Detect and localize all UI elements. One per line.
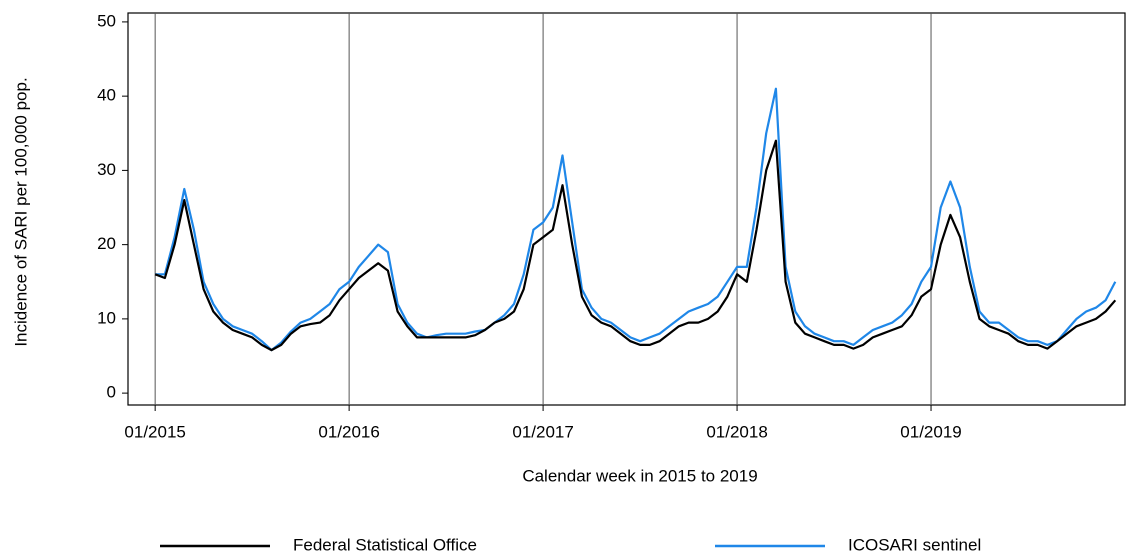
- x-tick-label: 01/2019: [900, 422, 961, 441]
- legend-label: Federal Statistical Office: [293, 535, 477, 554]
- x-tick-label: 01/2018: [706, 422, 767, 441]
- x-tick-label: 01/2015: [124, 422, 185, 441]
- series-line: [155, 87, 1117, 352]
- y-tick-label: 30: [97, 160, 116, 179]
- x-tick-label: 01/2017: [512, 422, 573, 441]
- y-tick-label: 0: [107, 383, 116, 402]
- y-tick-label: 40: [97, 86, 116, 105]
- x-tick-label: 01/2016: [318, 422, 379, 441]
- plot-frame: [127, 12, 1126, 406]
- x-axis-label: Calendar week in 2015 to 2019: [522, 466, 757, 485]
- y-tick-label: 20: [97, 234, 116, 253]
- series-line: [154, 139, 1117, 352]
- y-tick-label: 10: [97, 308, 116, 327]
- y-tick-label: 50: [97, 11, 116, 30]
- y-axis-label: Incidence of SARI per 100,000 pop.: [11, 77, 30, 346]
- legend-label: ICOSARI sentinel: [848, 535, 981, 554]
